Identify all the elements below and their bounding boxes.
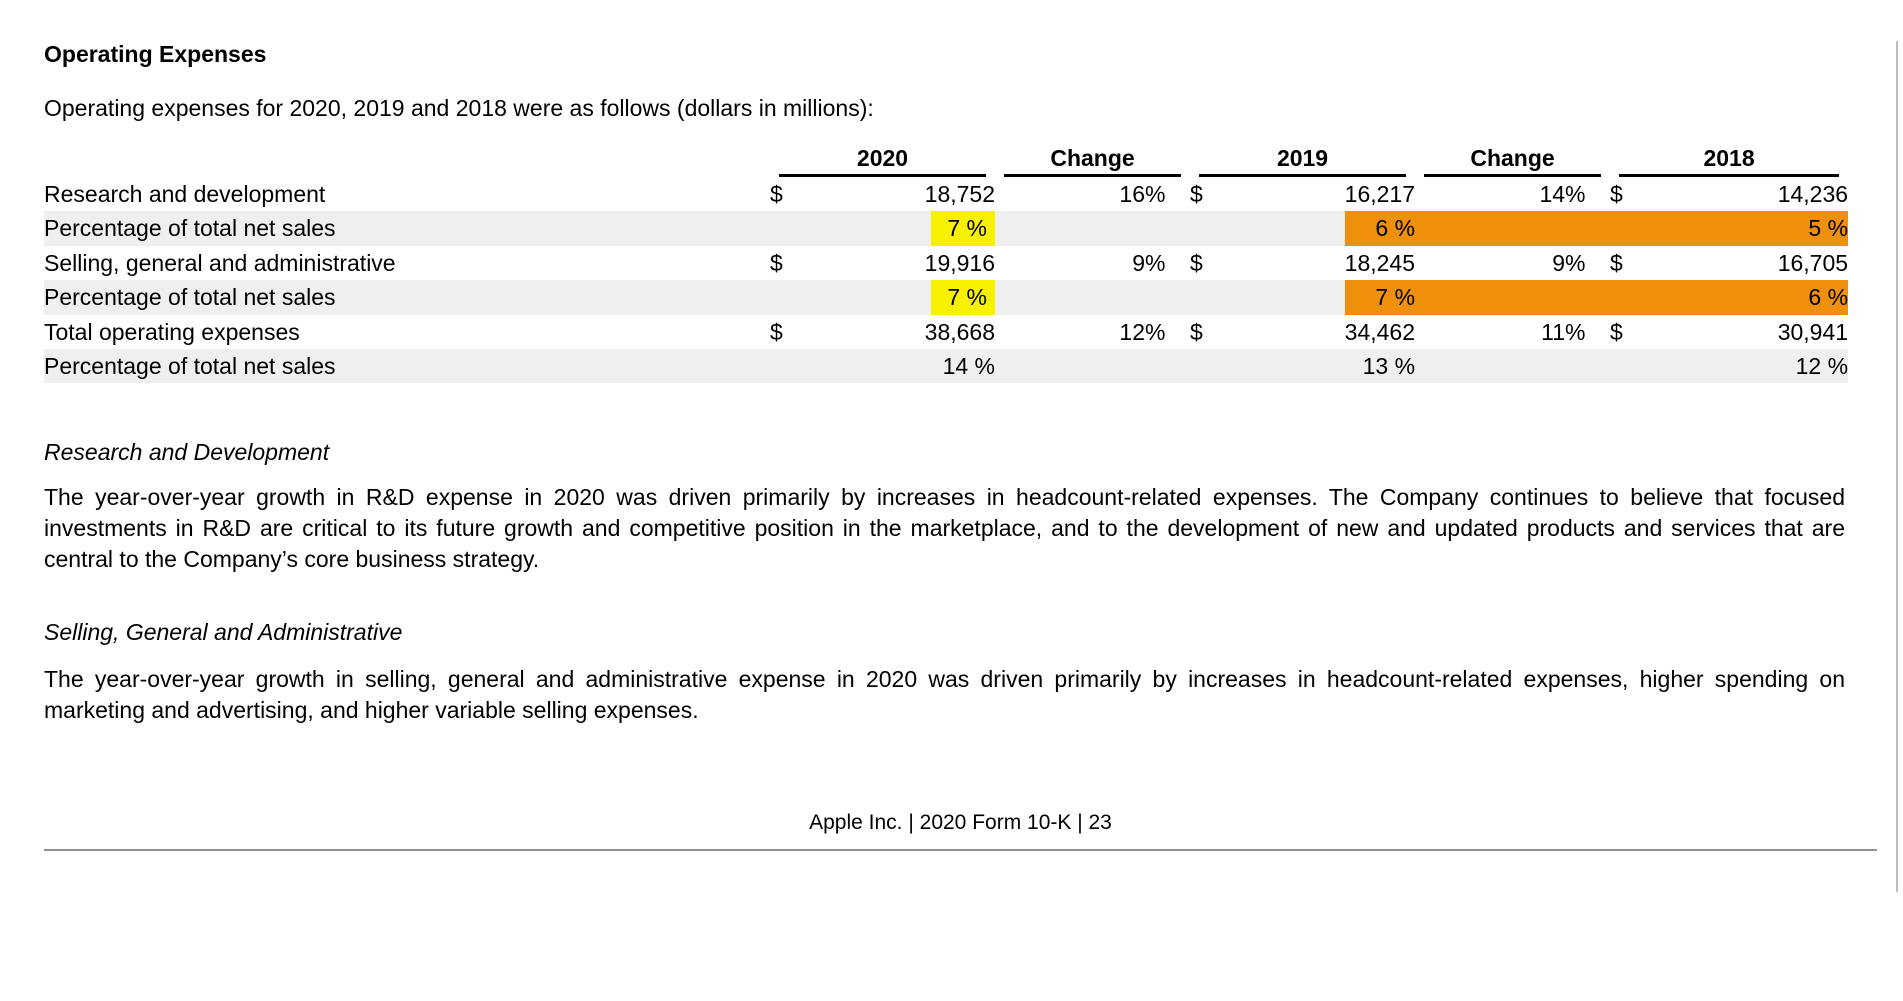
dollar-sign: $ (1610, 180, 1623, 207)
section-heading-selling-general-administrative: Selling, General and Administrative (44, 619, 403, 645)
page-title: Operating Expenses (44, 41, 267, 67)
row-label: Total operating expenses (44, 318, 300, 345)
column-header-change-2: Change (1415, 144, 1610, 177)
empty-cell (995, 211, 1191, 246)
intro-text: Operating expenses for 2020, 2019 and 20… (44, 95, 874, 121)
percent-sign: % (1145, 318, 1166, 345)
orange-highlight-filler (1415, 211, 1611, 246)
sga-amount-2019: 18,245 (1344, 249, 1416, 276)
row-sga-percentage-of-net-sales: Percentage of total net sales 7 % 7 % 6 … (44, 280, 1849, 315)
total-pct-2020-cell: 14 % (770, 349, 996, 383)
dollar-sign: $ (1190, 318, 1203, 345)
footer-divider-rule (44, 849, 1877, 851)
rd-amount-2018: 14,236 (1777, 180, 1849, 207)
row-research-and-development: Research and development $ 18,752 16 % $… (44, 177, 1848, 211)
rd-amount-2019: 16,217 (1344, 180, 1416, 207)
column-header-2020: 2020 (770, 144, 995, 177)
yellow-highlight: 7 % (931, 211, 996, 246)
empty-cell (995, 280, 1191, 315)
document-page: Operating Expenses Operating expenses fo… (0, 41, 1903, 851)
table-header-row: 2020 Change 2019 Change 2018 (44, 144, 1848, 177)
sga-pct-2018-orange-highlight: 6 % (1610, 280, 1849, 315)
row-selling-general-administrative: Selling, general and administrative $ 19… (44, 246, 1848, 280)
percent-sign: % (1565, 318, 1586, 345)
rd-change-2019: 14 (1539, 180, 1566, 207)
rd-pct-2019-orange-highlight: 6 % (1190, 211, 1416, 246)
row-label: Research and development (44, 180, 326, 207)
total-pct-2018-cell: 12 % (1610, 349, 1849, 383)
paragraph-research-and-development: The year-over-year growth in R&D expense… (44, 484, 1845, 572)
sga-change-2020: 9 (1132, 249, 1146, 276)
total-amount-2020: 38,668 (924, 318, 996, 345)
row-label: Percentage of total net sales (44, 280, 770, 315)
column-header-change-1: Change (995, 144, 1190, 177)
section-heading-research-and-development: Research and Development (44, 439, 330, 465)
rd-pct-2020-cell: 7 % (770, 211, 996, 246)
operating-expenses-table: 2020 Change 2019 Change 2018 Research an… (44, 144, 1849, 383)
row-label: Percentage of total net sales (44, 211, 770, 246)
rd-amount-2020: 18,752 (924, 180, 996, 207)
total-change-2019: 11 (1541, 318, 1566, 345)
page-footer: Apple Inc. | 2020 Form 10-K | 23 (809, 811, 1112, 834)
total-pct-2019-cell: 13 % (1190, 349, 1416, 383)
percent-sign: % (1565, 249, 1586, 276)
dollar-sign: $ (1610, 249, 1623, 276)
empty-cell (995, 349, 1191, 383)
row-rd-percentage-of-net-sales: Percentage of total net sales 7 % 6 % 5 … (44, 211, 1849, 246)
dollar-sign: $ (1190, 249, 1203, 276)
percent-sign: % (1145, 180, 1166, 207)
percent-sign: % (1145, 249, 1166, 276)
yellow-highlight: 7 % (931, 280, 996, 315)
rd-pct-2018-orange-highlight: 5 % (1610, 211, 1849, 246)
column-header-2018: 2018 (1610, 144, 1848, 177)
row-label: Selling, general and administrative (44, 249, 396, 276)
sga-pct-2019-orange-highlight: 7 % (1190, 280, 1416, 315)
empty-cell (1415, 349, 1611, 383)
row-label: Percentage of total net sales (44, 349, 770, 383)
dollar-sign: $ (770, 180, 783, 207)
row-total-percentage-of-net-sales: Percentage of total net sales 14 % 13 % … (44, 349, 1849, 383)
total-amount-2018: 30,941 (1777, 318, 1849, 345)
dollar-sign: $ (1190, 180, 1203, 207)
row-total-operating-expenses: Total operating expenses $ 38,668 12 % $… (44, 315, 1848, 349)
label-column-header (44, 144, 770, 177)
sga-amount-2020: 19,916 (924, 249, 996, 276)
dollar-sign: $ (1610, 318, 1623, 345)
sga-amount-2018: 16,705 (1777, 249, 1849, 276)
dollar-sign: $ (770, 249, 783, 276)
total-amount-2019: 34,462 (1344, 318, 1416, 345)
percent-sign: % (1565, 180, 1586, 207)
column-header-2019: 2019 (1190, 144, 1415, 177)
sga-change-2019: 9 (1552, 249, 1566, 276)
dollar-sign: $ (770, 318, 783, 345)
orange-highlight-filler (1415, 280, 1611, 315)
page-right-edge-line (1896, 41, 1898, 892)
sga-pct-2020-cell: 7 % (770, 280, 996, 315)
rd-change-2020: 16 (1119, 180, 1146, 207)
paragraph-selling-general-administrative: The year-over-year growth in selling, ge… (44, 666, 1845, 723)
total-change-2020: 12 (1119, 318, 1146, 345)
